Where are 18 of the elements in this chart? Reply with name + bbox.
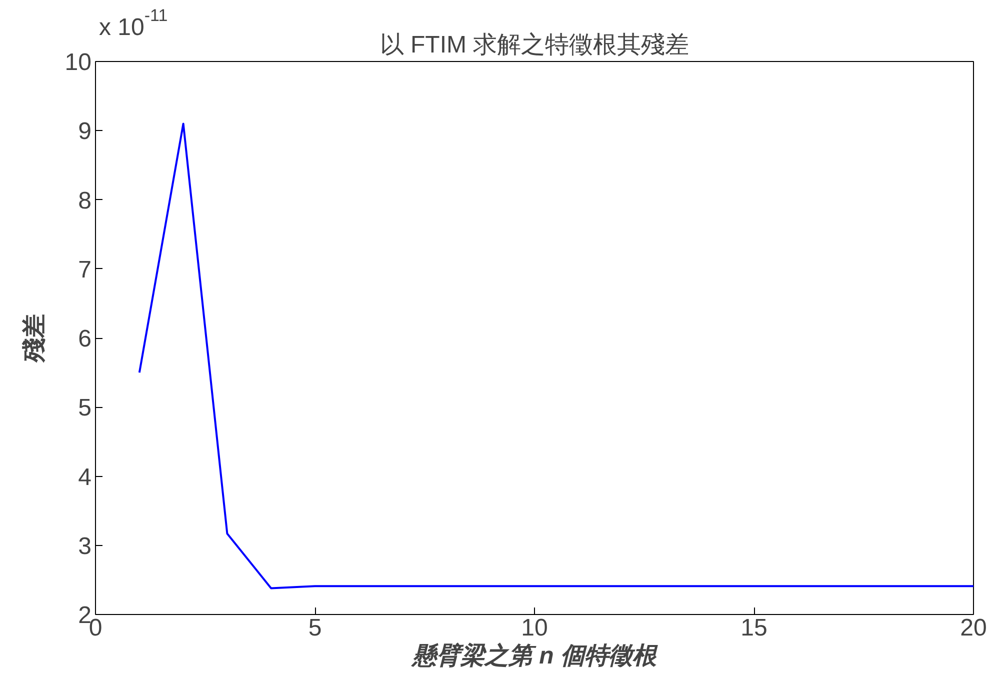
x-tick-label: 10 — [521, 614, 548, 642]
y-tick-label: 9 — [78, 118, 92, 146]
x-tick-label: 20 — [960, 614, 987, 642]
x-tick-label: 0 — [88, 614, 102, 642]
x-tick-label: 15 — [740, 614, 768, 642]
y-tick-label: 6 — [78, 326, 92, 352]
x-tick-label: 5 — [308, 614, 322, 642]
y-tick-label: 8 — [78, 187, 92, 214]
y-tick-label: 10 — [64, 49, 92, 76]
y-tick-label: 3 — [78, 532, 92, 560]
x-axis-title: 懸臂梁之第 n 個特徵根 — [410, 642, 658, 670]
y-tick-label: 7 — [78, 256, 92, 284]
y-tick-label: 5 — [78, 394, 92, 422]
y-tick-label: 4 — [78, 464, 92, 491]
y-axis-title: 殘差 — [20, 314, 48, 363]
line-series — [138, 122, 974, 590]
chart-title: 以 FTIM 求解之特徵根其殘差 — [380, 32, 690, 58]
text: x 10$^{-11}$ — [99, 6, 168, 43]
